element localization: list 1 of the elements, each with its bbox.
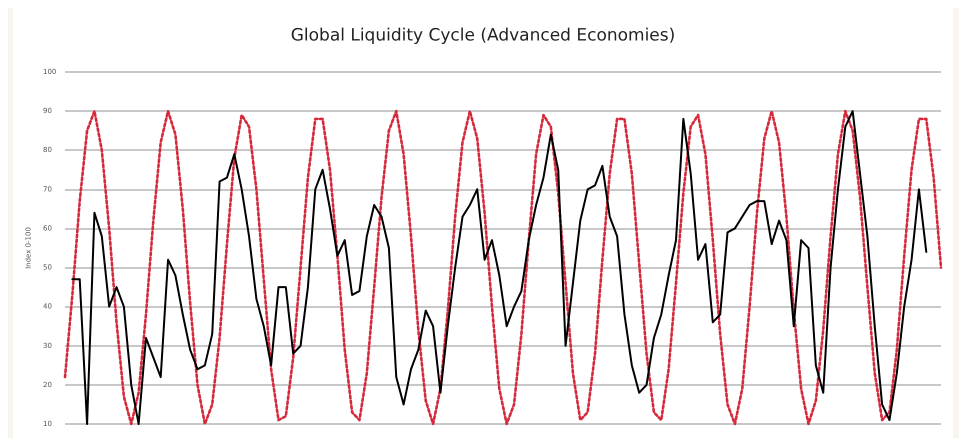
chart-title: Global Liquidity Cycle (Advanced Economies) xyxy=(290,26,676,46)
